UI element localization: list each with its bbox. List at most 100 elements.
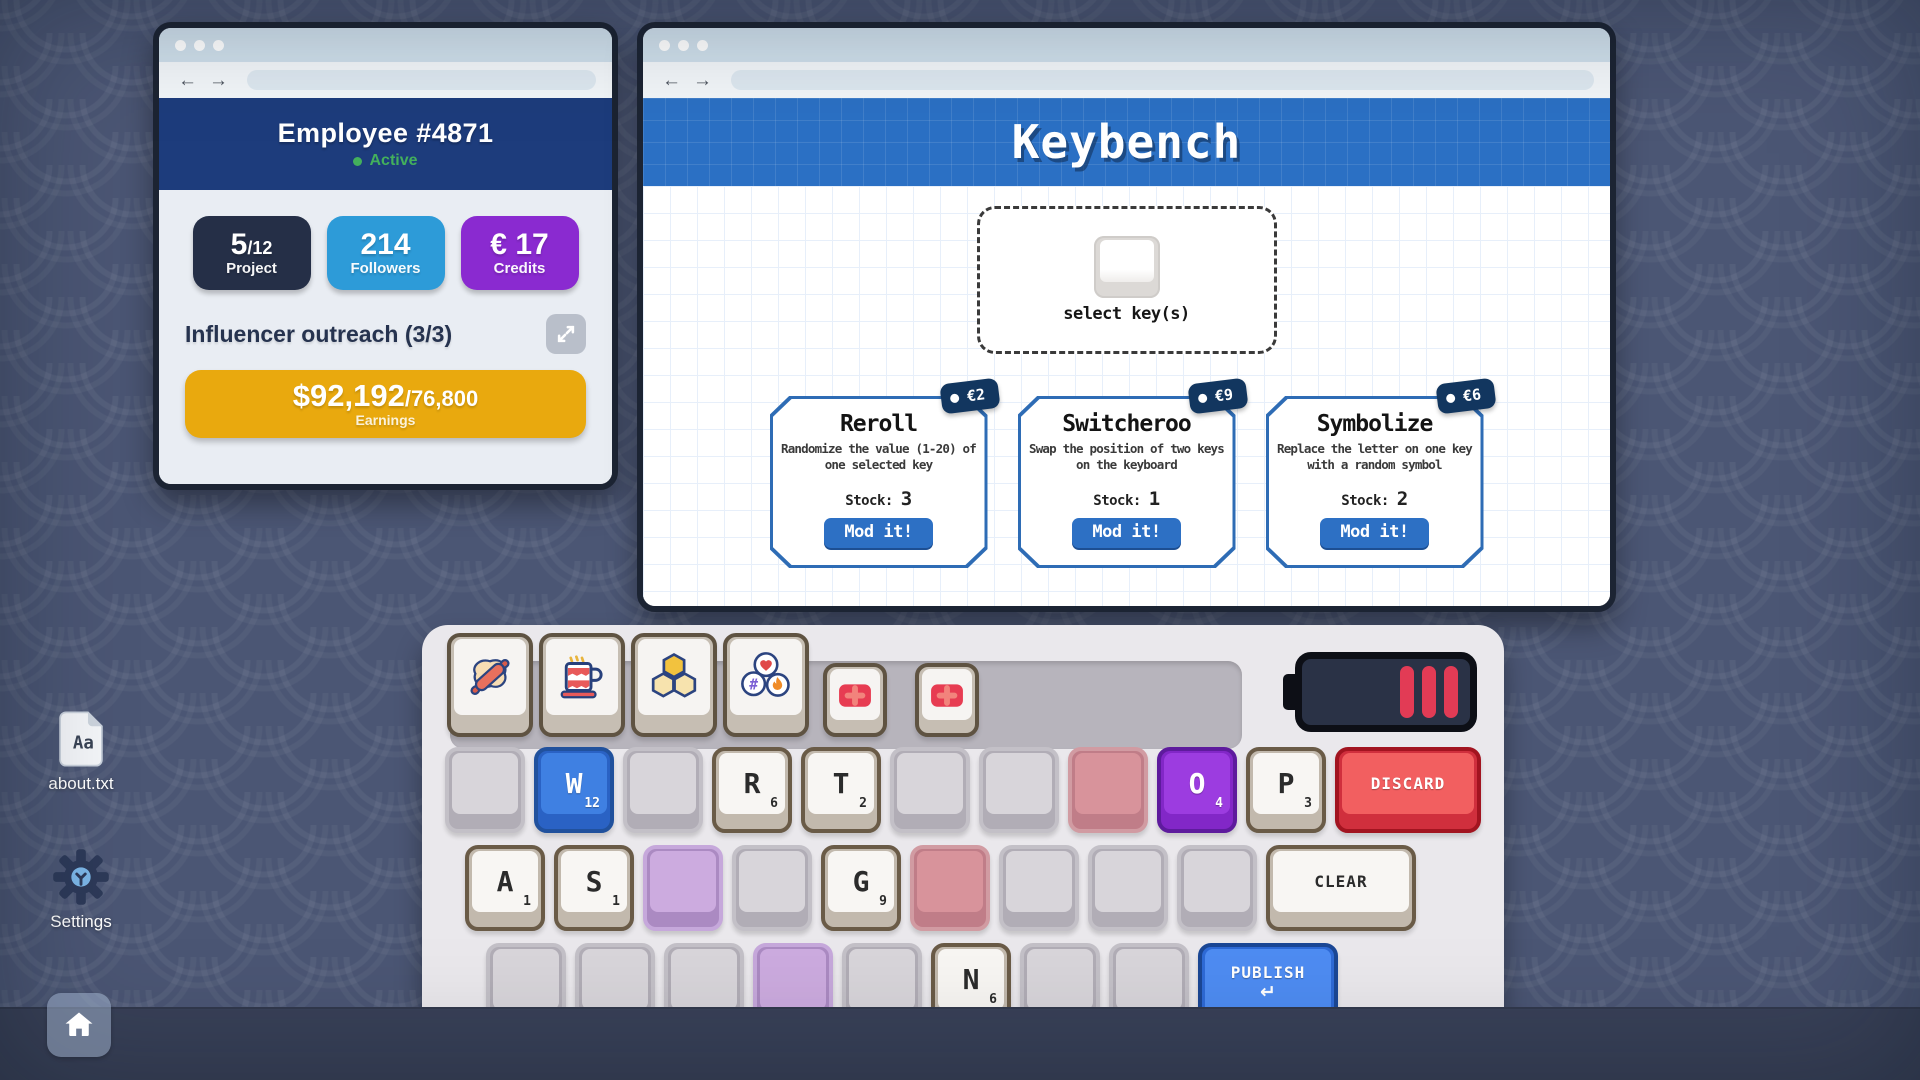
stat-value: 5 xyxy=(230,227,248,261)
mod-card-symbolize: €6 Symbolize Replace the letter on one k… xyxy=(1265,377,1498,568)
stat-badge-project: 5/12 Project xyxy=(192,216,311,290)
stock-value: 2 xyxy=(1396,487,1408,510)
return-icon: ↵ xyxy=(1260,981,1276,1004)
window-dot xyxy=(678,39,689,51)
key-letter: T xyxy=(832,766,850,800)
price-tag: €2 xyxy=(939,377,1002,415)
address-bar[interactable] xyxy=(247,70,596,90)
key-blank[interactable] xyxy=(979,747,1059,833)
window-dot xyxy=(194,39,205,51)
earnings-current: $92,192 xyxy=(292,377,405,413)
mod-it-button[interactable]: Mod it! xyxy=(824,517,933,548)
key-blank[interactable] xyxy=(910,845,990,931)
keycap-icon xyxy=(1093,236,1160,298)
key-add-slot[interactable] xyxy=(915,663,979,737)
forward-arrow-icon[interactable]: → xyxy=(693,69,712,91)
stat-badge-followers: 214 Followers xyxy=(326,216,445,290)
key-blank[interactable] xyxy=(623,747,703,833)
honeycomb-icon xyxy=(647,650,701,704)
key-letter: W xyxy=(565,766,583,800)
taskbar xyxy=(0,1007,1920,1080)
keybench-titlebar xyxy=(643,28,1610,62)
key-blank[interactable] xyxy=(732,845,812,931)
employee-window: ← → Employee #4871 Active 5/12 Project 2… xyxy=(153,22,618,490)
forward-arrow-icon[interactable]: → xyxy=(209,69,228,91)
svg-text:#: # xyxy=(749,676,758,693)
employee-header: Employee #4871 Active xyxy=(159,98,612,190)
stat-label: Project xyxy=(226,260,277,278)
back-arrow-icon[interactable]: ← xyxy=(662,69,681,91)
home-button[interactable] xyxy=(47,993,111,1057)
key-blank[interactable] xyxy=(1088,845,1168,931)
key-discard[interactable]: DISCARD xyxy=(1335,747,1481,833)
card-description: Swap the position of two keys on the key… xyxy=(1028,441,1225,473)
keybench-header: Keybench xyxy=(643,98,1610,186)
expand-button[interactable] xyxy=(546,314,586,354)
card-title: Symbolize xyxy=(1316,411,1434,437)
battery-icon xyxy=(1295,652,1477,732)
employee-title: Employee #4871 xyxy=(277,118,494,148)
stat-label: Followers xyxy=(350,260,421,278)
key-value: 1 xyxy=(612,894,620,910)
battery-bar xyxy=(1444,666,1458,718)
select-prompt: select key(s) xyxy=(1063,304,1190,324)
key-clear[interactable]: CLEAR xyxy=(1266,845,1416,931)
key-letter: N xyxy=(962,962,980,996)
key-w[interactable]: W 12 xyxy=(534,747,614,833)
desktop-icon-label: about.txt xyxy=(48,774,114,793)
key-blank[interactable] xyxy=(445,747,525,833)
expand-icon xyxy=(555,323,577,345)
key-value: 2 xyxy=(859,796,867,812)
task-label: Influencer outreach (3/3) xyxy=(185,320,453,347)
mug-icon xyxy=(555,650,609,704)
key-blank[interactable] xyxy=(890,747,970,833)
key-add-slot[interactable] xyxy=(823,663,887,737)
key-blank[interactable] xyxy=(1068,747,1148,833)
address-bar[interactable] xyxy=(731,70,1594,90)
key-beverage[interactable] xyxy=(539,633,625,737)
key-label: DISCARD xyxy=(1370,773,1446,793)
stock-label: Stock: xyxy=(1093,492,1141,509)
mod-it-button[interactable]: Mod it! xyxy=(1320,517,1429,548)
key-blank[interactable] xyxy=(643,845,723,931)
text-file-icon: Aa xyxy=(55,710,107,768)
plus-icon xyxy=(835,678,875,712)
desktop-icon-label: Settings xyxy=(50,912,112,931)
key-social[interactable]: # xyxy=(723,633,809,737)
card-description: Replace the letter on one key with a ran… xyxy=(1276,441,1473,473)
employee-toolbar: ← → xyxy=(159,62,612,98)
key-value: 3 xyxy=(1304,796,1312,812)
card-stock: Stock: 3 xyxy=(845,487,912,510)
back-arrow-icon[interactable]: ← xyxy=(178,69,197,91)
desktop-icon-settings[interactable]: Settings xyxy=(21,848,141,932)
window-dot xyxy=(175,39,186,51)
employee-titlebar xyxy=(159,28,612,62)
stock-label: Stock: xyxy=(845,492,893,509)
plus-icon xyxy=(927,678,967,712)
desktop-icon-about-txt[interactable]: Aa about.txt xyxy=(21,710,141,794)
key-baking[interactable] xyxy=(447,633,533,737)
stock-value: 3 xyxy=(900,487,912,510)
key-blank[interactable] xyxy=(1177,845,1257,931)
mod-it-button[interactable]: Mod it! xyxy=(1072,517,1181,548)
key-select-dropzone[interactable]: select key(s) xyxy=(976,206,1277,354)
stat-label: Credits xyxy=(493,260,546,278)
keyboard: # W 12 R 6 T 2 O 4 P 3 DISCARD A 1 S 1 G 9 CLEAR N 6 PUBLISH… xyxy=(422,625,1504,1062)
stock-label: Stock: xyxy=(1341,492,1389,509)
window-dot xyxy=(659,39,670,51)
key-honey[interactable] xyxy=(631,633,717,737)
window-dot xyxy=(213,39,224,51)
key-label: CLEAR xyxy=(1314,871,1368,891)
keybench-body: select key(s) €2 Reroll Randomize the va… xyxy=(643,186,1610,606)
social-bubbles-icon: # xyxy=(739,650,793,704)
key-blank[interactable] xyxy=(999,845,1079,931)
key-letter: A xyxy=(496,864,514,898)
card-title: Reroll xyxy=(839,411,918,437)
